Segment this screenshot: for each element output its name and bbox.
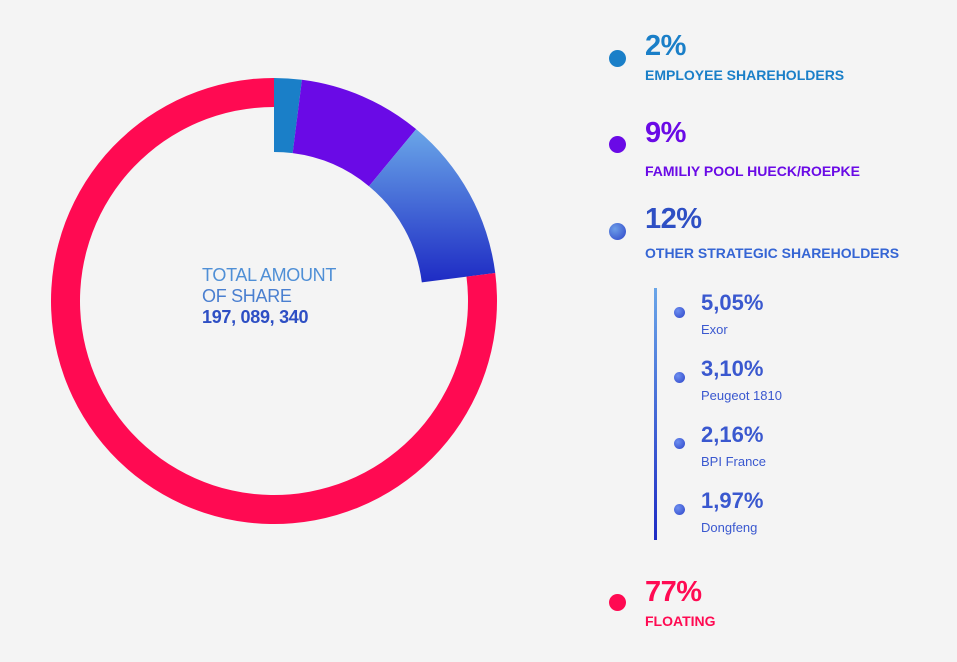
donut-slice-employee-shareholders — [274, 78, 302, 154]
breakdown-bracket-line — [654, 288, 657, 540]
donut-chart — [51, 78, 497, 524]
center-label-line2: OF SHARE — [202, 286, 292, 306]
breakdown-percent: 5,05% — [701, 290, 764, 315]
legend-strategic-percent: 12% — [645, 203, 702, 235]
breakdown-percent: 3,10% — [701, 356, 764, 381]
breakdown-dot — [674, 504, 685, 515]
legend-strategic-label: OTHER STRATEGIC SHAREHOLDERS — [645, 245, 900, 261]
legend-floating-dot — [609, 594, 626, 611]
breakdown-dot — [674, 307, 685, 318]
legend-employee-label: EMPLOYEE SHAREHOLDERS — [645, 67, 845, 83]
legend-employee-percent: 2% — [645, 30, 686, 62]
breakdown-label: BPI France — [701, 454, 767, 469]
breakdown-label: Dongfeng — [701, 520, 758, 535]
donut-slice-familiy-pool-hueck-roepke — [292, 79, 417, 187]
legend-floating-percent: 77% — [645, 576, 702, 608]
legend-family-dot — [609, 136, 626, 153]
legend-employee-dot — [609, 50, 626, 67]
center-label-line1: TOTAL AMOUNT — [202, 265, 337, 285]
breakdown-percent: 2,16% — [701, 422, 764, 447]
legend-family-percent: 9% — [645, 117, 686, 149]
breakdown-percent: 1,97% — [701, 488, 764, 513]
breakdown-dot — [674, 372, 685, 383]
breakdown-label: Exor — [701, 322, 728, 337]
legend-family-label: FAMILIY POOL HUECK/ROEPKE — [645, 163, 860, 179]
legend-strategic-dot — [609, 223, 626, 240]
breakdown-label: Peugeot 1810 — [701, 388, 782, 403]
breakdown-dot — [674, 438, 685, 449]
center-label: TOTAL AMOUNT OF SHARE 197, 089, 340 — [202, 265, 336, 328]
legend-floating-label: FLOATING — [645, 613, 716, 629]
donut-slice-other-strategic-shareholders — [368, 129, 496, 283]
center-total-value: 197, 089, 340 — [202, 307, 309, 327]
